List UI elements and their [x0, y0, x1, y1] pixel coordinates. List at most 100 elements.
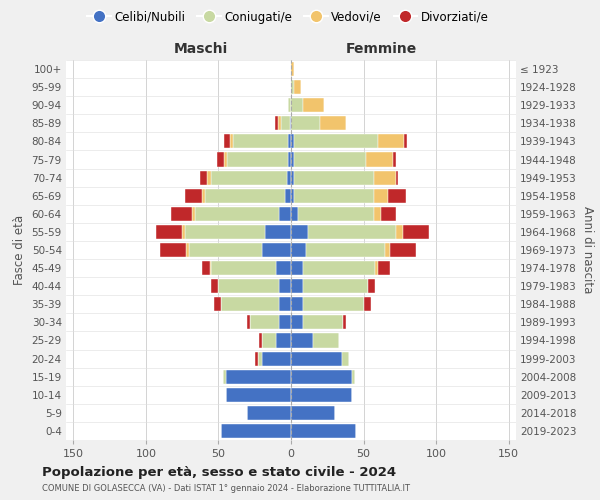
Bar [226, 388, 291, 402]
Bar [233, 134, 288, 148]
Bar [275, 116, 278, 130]
Bar [211, 261, 277, 275]
Bar [170, 207, 192, 221]
Bar [280, 207, 291, 221]
Bar [288, 152, 291, 166]
Bar [190, 243, 262, 257]
Bar [291, 316, 302, 330]
Bar [259, 334, 262, 347]
Bar [262, 243, 291, 257]
Bar [291, 116, 320, 130]
Bar [278, 116, 281, 130]
Bar [291, 334, 313, 347]
Bar [156, 225, 182, 239]
Bar [230, 134, 233, 148]
Bar [250, 316, 280, 330]
Bar [224, 152, 227, 166]
Bar [280, 297, 291, 312]
Bar [257, 352, 262, 366]
Bar [214, 297, 221, 312]
Bar [281, 116, 290, 130]
Bar [217, 152, 224, 166]
Bar [291, 406, 335, 420]
Bar [218, 279, 280, 293]
Y-axis label: Fasce di età: Fasce di età [13, 215, 26, 285]
Bar [388, 188, 406, 203]
Bar [364, 297, 371, 312]
Bar [367, 152, 392, 166]
Bar [302, 279, 368, 293]
Bar [262, 352, 291, 366]
Bar [294, 170, 374, 184]
Bar [375, 261, 378, 275]
Bar [277, 334, 291, 347]
Bar [294, 152, 367, 166]
Bar [207, 170, 211, 184]
Bar [291, 243, 305, 257]
Bar [291, 388, 352, 402]
Bar [381, 207, 395, 221]
Bar [288, 98, 291, 112]
Bar [392, 152, 395, 166]
Bar [288, 134, 291, 148]
Bar [291, 80, 294, 94]
Bar [291, 352, 342, 366]
Bar [291, 62, 294, 76]
Bar [224, 134, 230, 148]
Bar [302, 261, 375, 275]
Bar [265, 225, 291, 239]
Text: COMUNE DI GOLASECCA (VA) - Dati ISTAT 1° gennaio 2024 - Elaborazione TUTTITALIA.: COMUNE DI GOLASECCA (VA) - Dati ISTAT 1°… [42, 484, 410, 493]
Bar [211, 279, 218, 293]
Text: Maschi: Maschi [174, 42, 228, 56]
Bar [287, 170, 291, 184]
Bar [378, 261, 390, 275]
Bar [291, 98, 302, 112]
Bar [374, 207, 381, 221]
Bar [390, 243, 416, 257]
Bar [262, 334, 277, 347]
Bar [210, 261, 211, 275]
Bar [291, 225, 308, 239]
Bar [294, 188, 374, 203]
Bar [403, 225, 429, 239]
Bar [205, 188, 285, 203]
Bar [160, 243, 187, 257]
Bar [211, 170, 287, 184]
Text: Femmine: Femmine [346, 42, 416, 56]
Bar [395, 170, 398, 184]
Bar [185, 188, 202, 203]
Bar [291, 261, 302, 275]
Bar [227, 152, 288, 166]
Bar [305, 243, 385, 257]
Bar [298, 207, 374, 221]
Bar [182, 225, 185, 239]
Bar [195, 207, 280, 221]
Text: Popolazione per età, sesso e stato civile - 2024: Popolazione per età, sesso e stato civil… [42, 466, 396, 479]
Bar [200, 170, 207, 184]
Bar [221, 297, 280, 312]
Bar [294, 134, 378, 148]
Bar [291, 170, 294, 184]
Bar [202, 261, 210, 275]
Bar [247, 406, 291, 420]
Bar [223, 370, 226, 384]
Bar [291, 134, 294, 148]
Bar [302, 98, 325, 112]
Bar [294, 80, 301, 94]
Bar [202, 188, 205, 203]
Bar [290, 116, 291, 130]
Bar [187, 243, 190, 257]
Bar [352, 370, 355, 384]
Bar [280, 316, 291, 330]
Bar [285, 188, 291, 203]
Bar [277, 261, 291, 275]
Bar [291, 424, 356, 438]
Bar [291, 279, 302, 293]
Bar [374, 170, 395, 184]
Bar [404, 134, 407, 148]
Bar [226, 370, 291, 384]
Y-axis label: Anni di nascita: Anni di nascita [581, 206, 593, 294]
Bar [291, 297, 302, 312]
Bar [247, 316, 250, 330]
Bar [280, 279, 291, 293]
